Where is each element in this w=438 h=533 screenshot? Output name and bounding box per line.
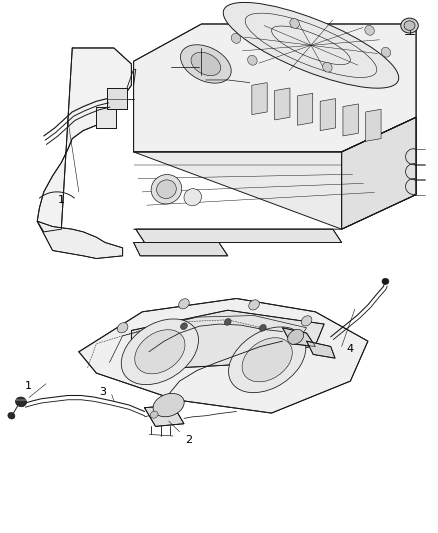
Ellipse shape xyxy=(242,338,292,382)
Polygon shape xyxy=(343,104,358,136)
Ellipse shape xyxy=(404,21,415,30)
Polygon shape xyxy=(134,117,416,229)
Polygon shape xyxy=(297,93,313,125)
Ellipse shape xyxy=(135,330,185,374)
Text: 1: 1 xyxy=(25,382,32,391)
Ellipse shape xyxy=(16,397,26,407)
Text: 4: 4 xyxy=(347,344,354,354)
Polygon shape xyxy=(342,117,416,229)
Ellipse shape xyxy=(179,298,189,309)
Ellipse shape xyxy=(184,189,201,206)
Ellipse shape xyxy=(224,319,231,325)
Polygon shape xyxy=(307,341,335,358)
Ellipse shape xyxy=(365,26,374,35)
Ellipse shape xyxy=(231,34,241,43)
Ellipse shape xyxy=(8,413,15,419)
Polygon shape xyxy=(107,88,127,109)
Ellipse shape xyxy=(247,55,257,65)
Ellipse shape xyxy=(323,62,332,72)
Polygon shape xyxy=(275,88,290,120)
Text: 3: 3 xyxy=(99,387,106,397)
Ellipse shape xyxy=(229,327,306,393)
Ellipse shape xyxy=(121,319,198,385)
Polygon shape xyxy=(134,243,228,256)
Ellipse shape xyxy=(401,18,418,33)
Ellipse shape xyxy=(381,47,391,57)
Ellipse shape xyxy=(191,52,221,76)
Polygon shape xyxy=(37,221,123,259)
Ellipse shape xyxy=(153,393,184,417)
Ellipse shape xyxy=(180,323,187,329)
Ellipse shape xyxy=(223,3,399,88)
Ellipse shape xyxy=(259,325,266,331)
Ellipse shape xyxy=(150,411,158,418)
Polygon shape xyxy=(131,310,324,370)
Ellipse shape xyxy=(301,316,312,326)
Ellipse shape xyxy=(382,278,389,285)
Polygon shape xyxy=(79,298,368,413)
Ellipse shape xyxy=(249,300,259,310)
Ellipse shape xyxy=(288,329,304,344)
Ellipse shape xyxy=(180,45,231,83)
Polygon shape xyxy=(320,99,336,131)
Polygon shape xyxy=(145,405,184,426)
Polygon shape xyxy=(283,328,315,346)
Text: 1: 1 xyxy=(58,195,65,205)
Ellipse shape xyxy=(290,19,299,28)
Ellipse shape xyxy=(151,174,182,204)
Polygon shape xyxy=(366,109,381,141)
Polygon shape xyxy=(96,107,116,128)
Ellipse shape xyxy=(157,180,176,199)
Polygon shape xyxy=(37,48,131,232)
Polygon shape xyxy=(134,24,416,152)
Text: 2: 2 xyxy=(185,435,192,445)
Polygon shape xyxy=(136,229,342,243)
Ellipse shape xyxy=(117,322,128,333)
Polygon shape xyxy=(252,83,267,115)
